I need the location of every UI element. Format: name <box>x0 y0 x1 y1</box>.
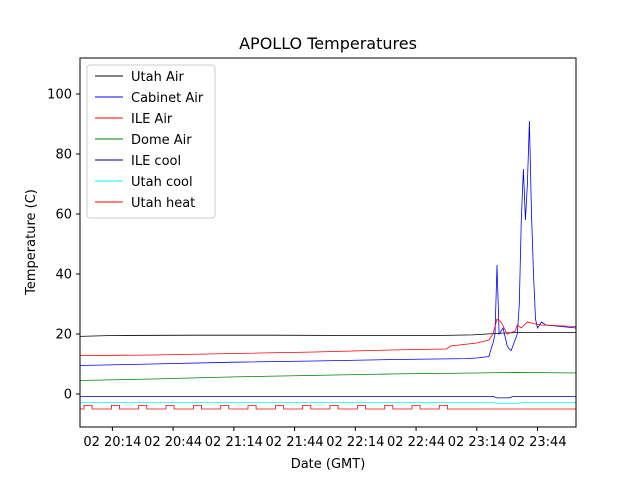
x-tick-label: 02 22:14 <box>326 435 384 450</box>
x-axis-title: Date (GMT) <box>291 457 366 472</box>
y-tick-label: 0 <box>64 388 72 403</box>
x-tick-label: 02 20:14 <box>83 435 141 450</box>
series-line-ile-air <box>80 318 576 356</box>
y-tick-label: 60 <box>55 208 72 223</box>
y-tick-label: 20 <box>55 328 72 343</box>
series-line-cabinet-air <box>80 120 576 366</box>
x-tick-label: 02 22:44 <box>387 435 445 450</box>
legend-label: Utah cool <box>131 175 193 190</box>
series-line-utah-air <box>80 332 576 337</box>
plot-area <box>80 120 576 410</box>
legend-label: ILE Air <box>131 112 173 127</box>
y-tick-label: 40 <box>55 268 72 283</box>
x-tick-label: 02 20:44 <box>144 435 202 450</box>
legend-label: Utah heat <box>131 196 195 211</box>
y-tick-label: 80 <box>55 148 72 163</box>
legend-label: ILE cool <box>131 154 181 169</box>
series-line-utah-cool <box>80 402 576 404</box>
y-axis: 0 20 40 60 80 100 <box>47 88 80 403</box>
y-tick-label: 100 <box>47 88 72 103</box>
legend-box <box>86 64 216 219</box>
x-tick-label: 02 23:14 <box>448 435 506 450</box>
x-axis: 02 20:14 02 20:44 02 21:14 02 21:44 02 22:14… <box>83 427 567 450</box>
series-line-ile-cool <box>80 396 576 399</box>
x-tick-label: 02 23:44 <box>508 435 566 450</box>
legend-label: Utah Air <box>131 70 184 85</box>
legend-label: Cabinet Air <box>131 91 204 106</box>
series-line-utah-heat <box>80 405 576 410</box>
x-tick-label: 02 21:44 <box>266 435 324 450</box>
plot-frame <box>79 57 577 428</box>
legend: Utah Air Cabinet Air ILE Air Dome Air ILE co… <box>86 64 216 219</box>
chart-title: APOLLO Temperatures <box>239 34 417 53</box>
legend-label: Dome Air <box>131 133 192 148</box>
series-line-dome-air <box>80 371 576 381</box>
y-axis-title: Temperature (C) <box>24 189 39 296</box>
x-tick-label: 02 21:14 <box>205 435 263 450</box>
